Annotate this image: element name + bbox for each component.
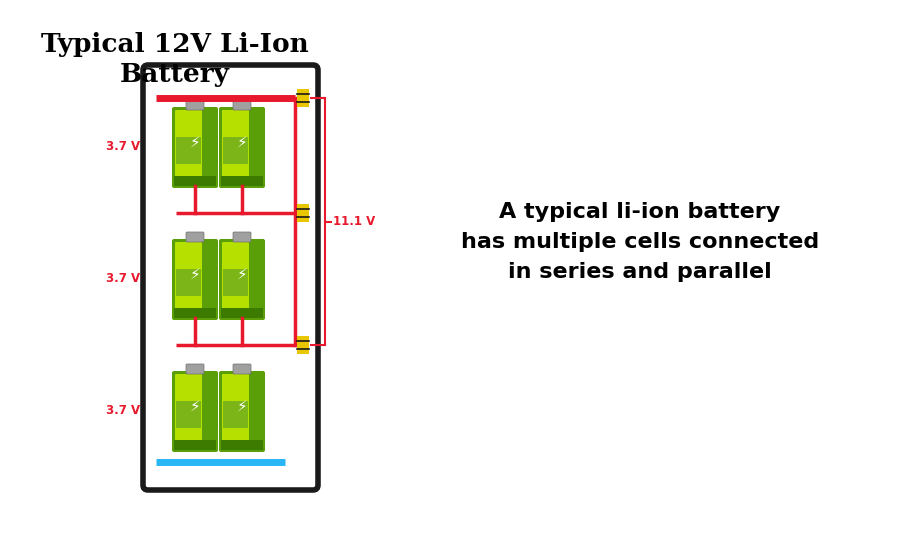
Text: ⚡: ⚡	[190, 134, 201, 149]
Text: ⚡: ⚡	[190, 266, 201, 281]
FancyBboxPatch shape	[233, 232, 251, 242]
FancyBboxPatch shape	[219, 239, 265, 320]
Bar	[174, 440, 216, 450]
Text: Typical 12V Li-Ion
Battery: Typical 12V Li-Ion Battery	[41, 32, 309, 87]
Bar	[174, 176, 216, 186]
Bar	[223, 137, 248, 164]
FancyBboxPatch shape	[172, 371, 218, 452]
FancyBboxPatch shape	[233, 100, 251, 110]
FancyBboxPatch shape	[186, 100, 204, 110]
Text: 3.7 V: 3.7 V	[106, 404, 140, 417]
FancyBboxPatch shape	[175, 110, 202, 185]
FancyBboxPatch shape	[175, 374, 202, 449]
Text: 3.7 V: 3.7 V	[106, 272, 140, 286]
Text: ⚡: ⚡	[237, 266, 248, 281]
Text: ⚡: ⚡	[237, 398, 248, 413]
FancyBboxPatch shape	[233, 364, 251, 374]
FancyBboxPatch shape	[186, 232, 204, 242]
Bar	[297, 336, 309, 354]
Text: 3.7 V: 3.7 V	[106, 141, 140, 154]
Bar	[174, 308, 216, 318]
FancyBboxPatch shape	[222, 242, 249, 317]
Bar	[297, 204, 309, 222]
FancyBboxPatch shape	[222, 110, 249, 185]
Text: ⚡: ⚡	[190, 398, 201, 413]
Bar	[176, 137, 201, 164]
FancyBboxPatch shape	[175, 242, 202, 317]
FancyBboxPatch shape	[172, 107, 218, 188]
Bar	[176, 401, 201, 429]
Bar	[297, 89, 309, 107]
Bar	[221, 308, 263, 318]
FancyBboxPatch shape	[143, 65, 318, 490]
Text: A typical li-ion battery
has multiple cells connected
in series and parallel: A typical li-ion battery has multiple ce…	[461, 202, 819, 281]
FancyBboxPatch shape	[219, 371, 265, 452]
Bar	[221, 176, 263, 186]
FancyBboxPatch shape	[172, 239, 218, 320]
Bar	[223, 401, 248, 429]
FancyBboxPatch shape	[186, 364, 204, 374]
FancyBboxPatch shape	[222, 374, 249, 449]
Bar	[221, 440, 263, 450]
Text: ⚡: ⚡	[237, 134, 248, 149]
Bar	[223, 268, 248, 296]
Text: 11.1 V: 11.1 V	[333, 215, 375, 228]
FancyBboxPatch shape	[219, 107, 265, 188]
Bar	[176, 268, 201, 296]
